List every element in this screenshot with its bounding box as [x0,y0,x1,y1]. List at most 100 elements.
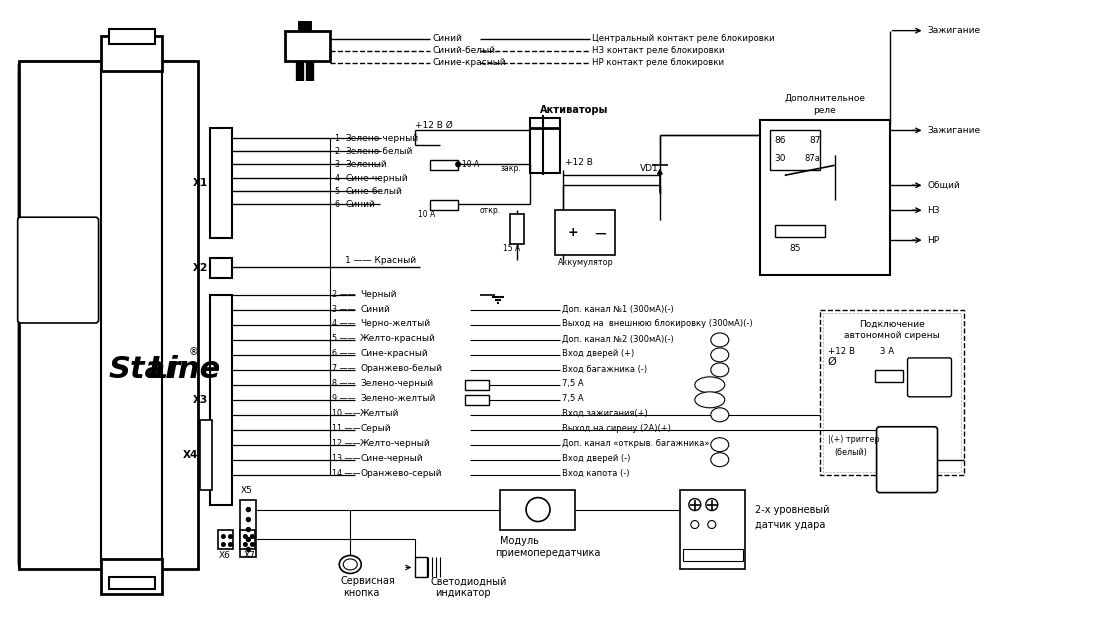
Circle shape [243,543,248,546]
Ellipse shape [339,556,361,574]
Text: Оранжево-белый: Оранжево-белый [360,364,442,373]
Text: 5 ——: 5 —— [332,334,356,344]
FancyBboxPatch shape [18,217,99,323]
Text: Доп. канал №1 (300мА)(-): Доп. канал №1 (300мА)(-) [562,305,673,314]
Text: откр.: откр. [480,206,502,214]
Circle shape [246,508,251,512]
Text: X2: X2 [194,263,208,273]
Text: Зажигание: Зажигание [927,26,980,35]
Text: Дополнительное: Дополнительное [784,94,866,103]
Text: 10 А: 10 А [462,160,480,169]
Text: Сине-белый: Сине-белый [345,187,403,196]
Text: ®: ® [188,347,198,357]
Text: 14 ——: 14 —— [332,469,361,478]
Text: VD1: VD1 [640,164,659,173]
Text: 2-х уровневый: 2-х уровневый [755,505,829,515]
Bar [530,119,560,173]
Text: 5: 5 [334,187,340,196]
Text: Светодиодный: Светодиодный [430,576,506,586]
Text: 4 ——: 4 —— [332,320,355,329]
Text: 10 А: 10 А [418,209,436,219]
Bar [774,225,825,237]
Text: Line: Line [148,356,221,384]
Text: 11 ——: 11 —— [332,424,361,433]
Bar [285,31,330,61]
Text: 15 А: 15 А [503,244,520,253]
Text: |(+) триггер: |(+) триггер [827,435,879,444]
Text: датчик удара: датчик удара [755,520,825,530]
Text: Черно-желтый: Черно-желтый [360,320,430,329]
Circle shape [221,535,226,539]
Bar [19,61,198,569]
Ellipse shape [711,408,729,422]
Text: Желто-красный: Желто-красный [360,334,436,344]
Text: Star: Star [109,356,180,384]
Text: X7: X7 [243,552,255,561]
Bar [770,130,820,171]
Ellipse shape [695,377,725,393]
FancyBboxPatch shape [877,427,937,493]
Text: Зелено-черный: Зелено-черный [345,134,418,143]
FancyBboxPatch shape [908,358,952,397]
Text: Зелено-белый: Зелено-белый [345,147,412,156]
Bar [760,120,890,275]
Text: Доп. канал №2 (300мА)(-): Доп. канал №2 (300мА)(-) [562,334,673,344]
Bar [680,490,745,569]
Bar [100,68,163,562]
Text: Сине-черный: Сине-черный [345,174,408,183]
Ellipse shape [711,453,729,466]
Text: Подключение: Подключение [859,320,925,329]
Text: 6 ——: 6 —— [332,349,355,359]
Text: X1: X1 [194,178,208,188]
Text: 3: 3 [334,160,339,169]
Text: +12 В Ø: +12 В Ø [415,121,453,130]
Circle shape [246,527,251,532]
Text: 1: 1 [334,134,339,143]
Bar [465,395,490,405]
Text: Зажигание: Зажигание [927,126,980,135]
Text: 7,5 А: 7,5 А [562,379,584,388]
Text: Оранжево-серый: Оранжево-серый [360,469,442,478]
Ellipse shape [343,559,358,570]
Text: Синие-красный: Синие-красный [432,58,506,67]
Text: 4: 4 [334,174,339,183]
Text: Синий: Синий [432,34,462,43]
Text: +12 В: +12 В [827,347,855,356]
Text: Серый: Серый [360,424,390,433]
Text: Сине-черный: Сине-черный [360,454,422,463]
Text: X4: X4 [183,450,198,460]
Text: 6: 6 [334,200,339,209]
Text: 7 ——: 7 —— [332,364,356,373]
Text: Вход дверей (-): Вход дверей (-) [562,454,630,463]
Text: Зелено-желтый: Зелено-желтый [360,394,436,403]
Ellipse shape [711,438,729,451]
Text: Зеленый: Зеленый [345,160,387,169]
Text: 2 ——: 2 —— [332,290,356,298]
Bar [109,29,154,44]
Text: 3 А: 3 А [880,347,893,356]
Text: Центральный контакт реле блокировки: Центральный контакт реле блокировки [592,34,774,43]
Bar [500,490,575,530]
Bar [210,129,232,238]
Ellipse shape [711,348,729,362]
Bar [874,370,903,382]
Bar [109,577,154,589]
Text: 9 ——: 9 —— [332,394,356,403]
Text: 87: 87 [810,136,822,145]
Text: Синий: Синий [360,305,390,314]
Text: X3: X3 [194,395,208,405]
Text: Сервисная: Сервисная [340,576,395,586]
FancyBboxPatch shape [19,61,197,569]
Text: Вход капота (-): Вход капота (-) [562,469,629,478]
Circle shape [221,543,226,546]
Text: Общий: Общий [927,181,960,190]
Text: индикатор: индикатор [436,588,491,598]
Bar [210,295,232,505]
Bar [100,559,163,594]
Bar [430,200,458,210]
Text: Черный: Черный [360,290,397,298]
Text: Желтый: Желтый [360,409,399,418]
Bar [823,313,961,472]
Text: 3 ——: 3 —— [332,305,355,314]
Bar [430,161,458,171]
